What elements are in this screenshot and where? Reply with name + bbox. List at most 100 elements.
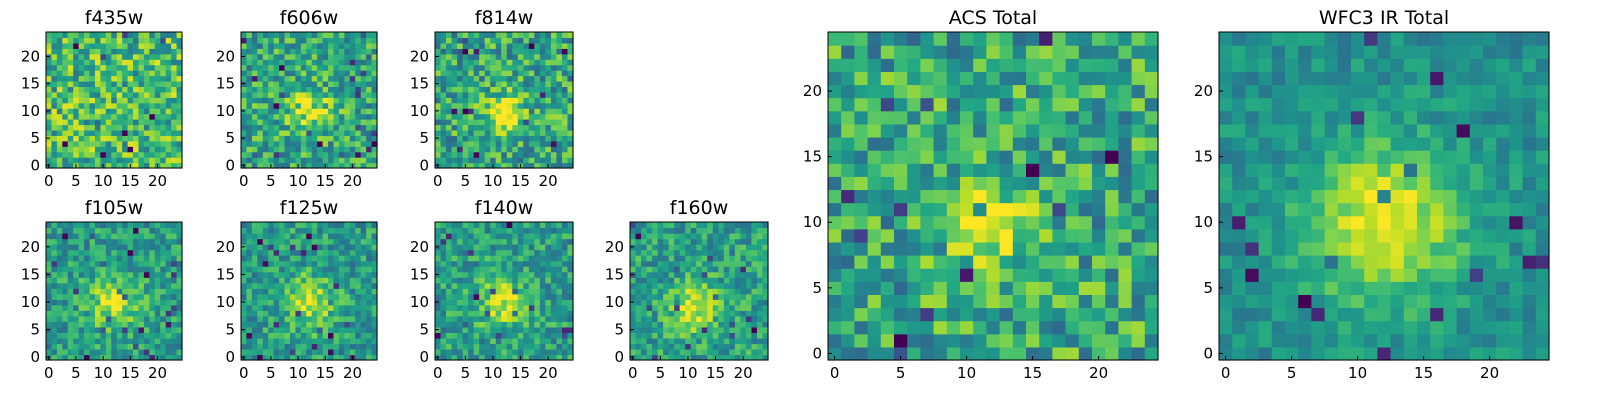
heatmap-cell (149, 32, 156, 39)
heatmap-cell (550, 255, 558, 262)
heatmap-cell (268, 59, 275, 66)
heatmap-cell (907, 136, 921, 151)
heatmap-cell (56, 146, 63, 153)
heatmap-cell (1052, 228, 1067, 243)
heatmap-cell (652, 293, 659, 300)
heatmap-cell (567, 227, 574, 234)
heatmap-cell (729, 233, 736, 240)
heatmap-cell (462, 146, 469, 153)
heatmap-cell (279, 321, 286, 328)
heatmap-cell (73, 348, 80, 356)
heatmap-cell (105, 146, 112, 153)
heatmap-cell (690, 343, 697, 350)
heatmap-cell (506, 227, 513, 234)
heatmap-cell (690, 288, 697, 295)
heatmap-cell (435, 70, 442, 77)
heatmap-cell (556, 255, 563, 262)
heatmap-cell (371, 157, 378, 164)
heatmap-cell (1039, 123, 1053, 138)
heatmap-cell (1065, 176, 1080, 191)
heatmap-cell (440, 80, 447, 87)
heatmap-cell (446, 277, 453, 284)
heatmap-cell (111, 108, 118, 115)
heatmap-cell (1118, 215, 1133, 230)
heatmap-cell (446, 42, 453, 49)
heatmap-cell (111, 266, 118, 273)
heatmap-cell (246, 244, 253, 251)
heatmap-cell (462, 42, 469, 49)
heatmap-cell (165, 157, 172, 164)
heatmap-cell (534, 102, 541, 109)
heatmap-cell (133, 293, 140, 300)
heatmap-cell (279, 299, 286, 306)
heatmap-cell (306, 348, 313, 356)
x-tick-label: 10 (289, 172, 308, 190)
heatmap-cell (371, 70, 378, 77)
heatmap-cell (696, 233, 703, 240)
x-tick-label: 0 (433, 172, 443, 190)
heatmap-cell (246, 354, 253, 361)
heatmap-cell (1039, 176, 1053, 191)
heatmap-cell (462, 129, 469, 136)
heatmap-cell (550, 124, 558, 131)
heatmap-cell (528, 102, 535, 109)
heatmap-cell (674, 304, 681, 311)
heatmap-cell (371, 37, 378, 44)
heatmap-cell (273, 42, 280, 49)
heatmap-cell (734, 293, 741, 300)
heatmap-cell (111, 124, 118, 131)
heatmap-cell (84, 70, 91, 77)
heatmap-cell (473, 37, 480, 44)
heatmap-cell (707, 255, 714, 262)
heatmap-cell (528, 129, 535, 136)
heatmap-cell (371, 354, 378, 361)
heatmap-cell (73, 315, 80, 322)
heatmap-cell (268, 315, 275, 322)
heatmap-cell (451, 288, 458, 295)
heatmap-cell (149, 162, 156, 169)
heatmap-cell (495, 113, 502, 120)
heatmap-cell (46, 315, 53, 322)
heatmap-cell (300, 151, 307, 158)
heatmap-cell (366, 326, 373, 333)
heatmap-cell (641, 299, 648, 306)
heatmap-cell (561, 157, 569, 164)
heatmap-cell (84, 310, 91, 317)
heatmap-cell (105, 288, 112, 295)
heatmap-cell (867, 215, 882, 230)
heatmap-cell (154, 119, 161, 126)
heatmap-cell (528, 70, 535, 77)
heatmap-cell (333, 238, 340, 245)
heatmap-cell (986, 176, 1001, 191)
heatmap-cell (867, 228, 882, 243)
heatmap-cell (1131, 202, 1146, 217)
heatmap-cell (435, 348, 442, 356)
heatmap-cell (756, 244, 764, 251)
heatmap-cell (89, 157, 96, 164)
heatmap-cell (89, 304, 96, 311)
heatmap-cell (160, 42, 167, 49)
heatmap-cell (78, 249, 85, 256)
heatmap-cell (56, 326, 63, 333)
heatmap-cell (446, 91, 453, 98)
heatmap-cell (630, 332, 637, 339)
heatmap-cell (841, 163, 855, 177)
heatmap-cell (56, 337, 63, 345)
heatmap-cell (333, 75, 340, 82)
heatmap-cell (534, 140, 541, 147)
heatmap-cell (311, 354, 318, 361)
heatmap-cell (473, 266, 480, 273)
heatmap-cell (246, 255, 253, 262)
heatmap-cell (539, 162, 546, 169)
heatmap-cell (462, 80, 469, 87)
heatmap-cell (257, 97, 264, 104)
heatmap-cell (84, 326, 91, 333)
heatmap-cell (328, 227, 335, 234)
heatmap-cell (89, 227, 96, 234)
heatmap-cell (545, 97, 552, 104)
heatmap-cell (111, 59, 118, 66)
heatmap-cell (468, 119, 475, 126)
heatmap-cell (539, 157, 546, 164)
heatmap-cell (73, 64, 80, 71)
heatmap-cell (523, 260, 530, 267)
